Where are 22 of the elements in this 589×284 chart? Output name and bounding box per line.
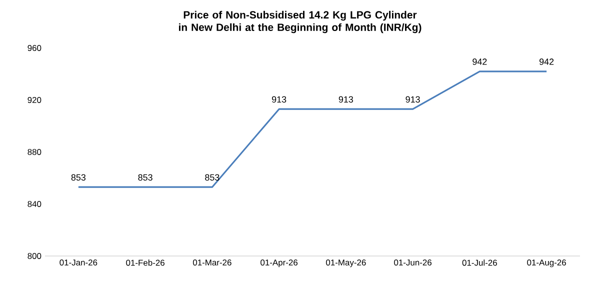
chart-title: Price of Non-Subsidised 14.2 Kg LPG Cylinder in New Delhi at the Beginning of Month (INR/Kg) <box>179 10 422 34</box>
x-tick-label: 01-May-26 <box>326 260 366 268</box>
data-label: 942 <box>540 58 554 65</box>
y-tick-label: 920 <box>28 97 42 103</box>
data-label: 853 <box>138 174 152 181</box>
x-tick-label: 01-Jun-26 <box>394 260 432 266</box>
y-tick-label: 800 <box>28 253 42 259</box>
y-tick-label: 840 <box>28 201 42 207</box>
x-tick-label: 01-Apr-26 <box>260 260 298 268</box>
x-tick-label: 01-Aug-26 <box>527 260 566 268</box>
x-tick-label: 01-Feb-26 <box>126 260 164 266</box>
data-label: 942 <box>472 58 487 65</box>
y-tick-label: 960 <box>28 45 42 51</box>
data-label: 853 <box>71 174 86 181</box>
x-tick-label: 01-Mar-26 <box>192 260 232 266</box>
x-tick-label: 01-Jul-26 <box>462 260 497 266</box>
data-label: 913 <box>272 96 286 103</box>
y-tick-label: 880 <box>28 149 42 155</box>
data-label: 913 <box>338 96 354 103</box>
data-label: 853 <box>205 174 220 181</box>
x-tick-label: 01-Jan-26 <box>60 260 98 266</box>
data-label: 913 <box>406 96 420 103</box>
